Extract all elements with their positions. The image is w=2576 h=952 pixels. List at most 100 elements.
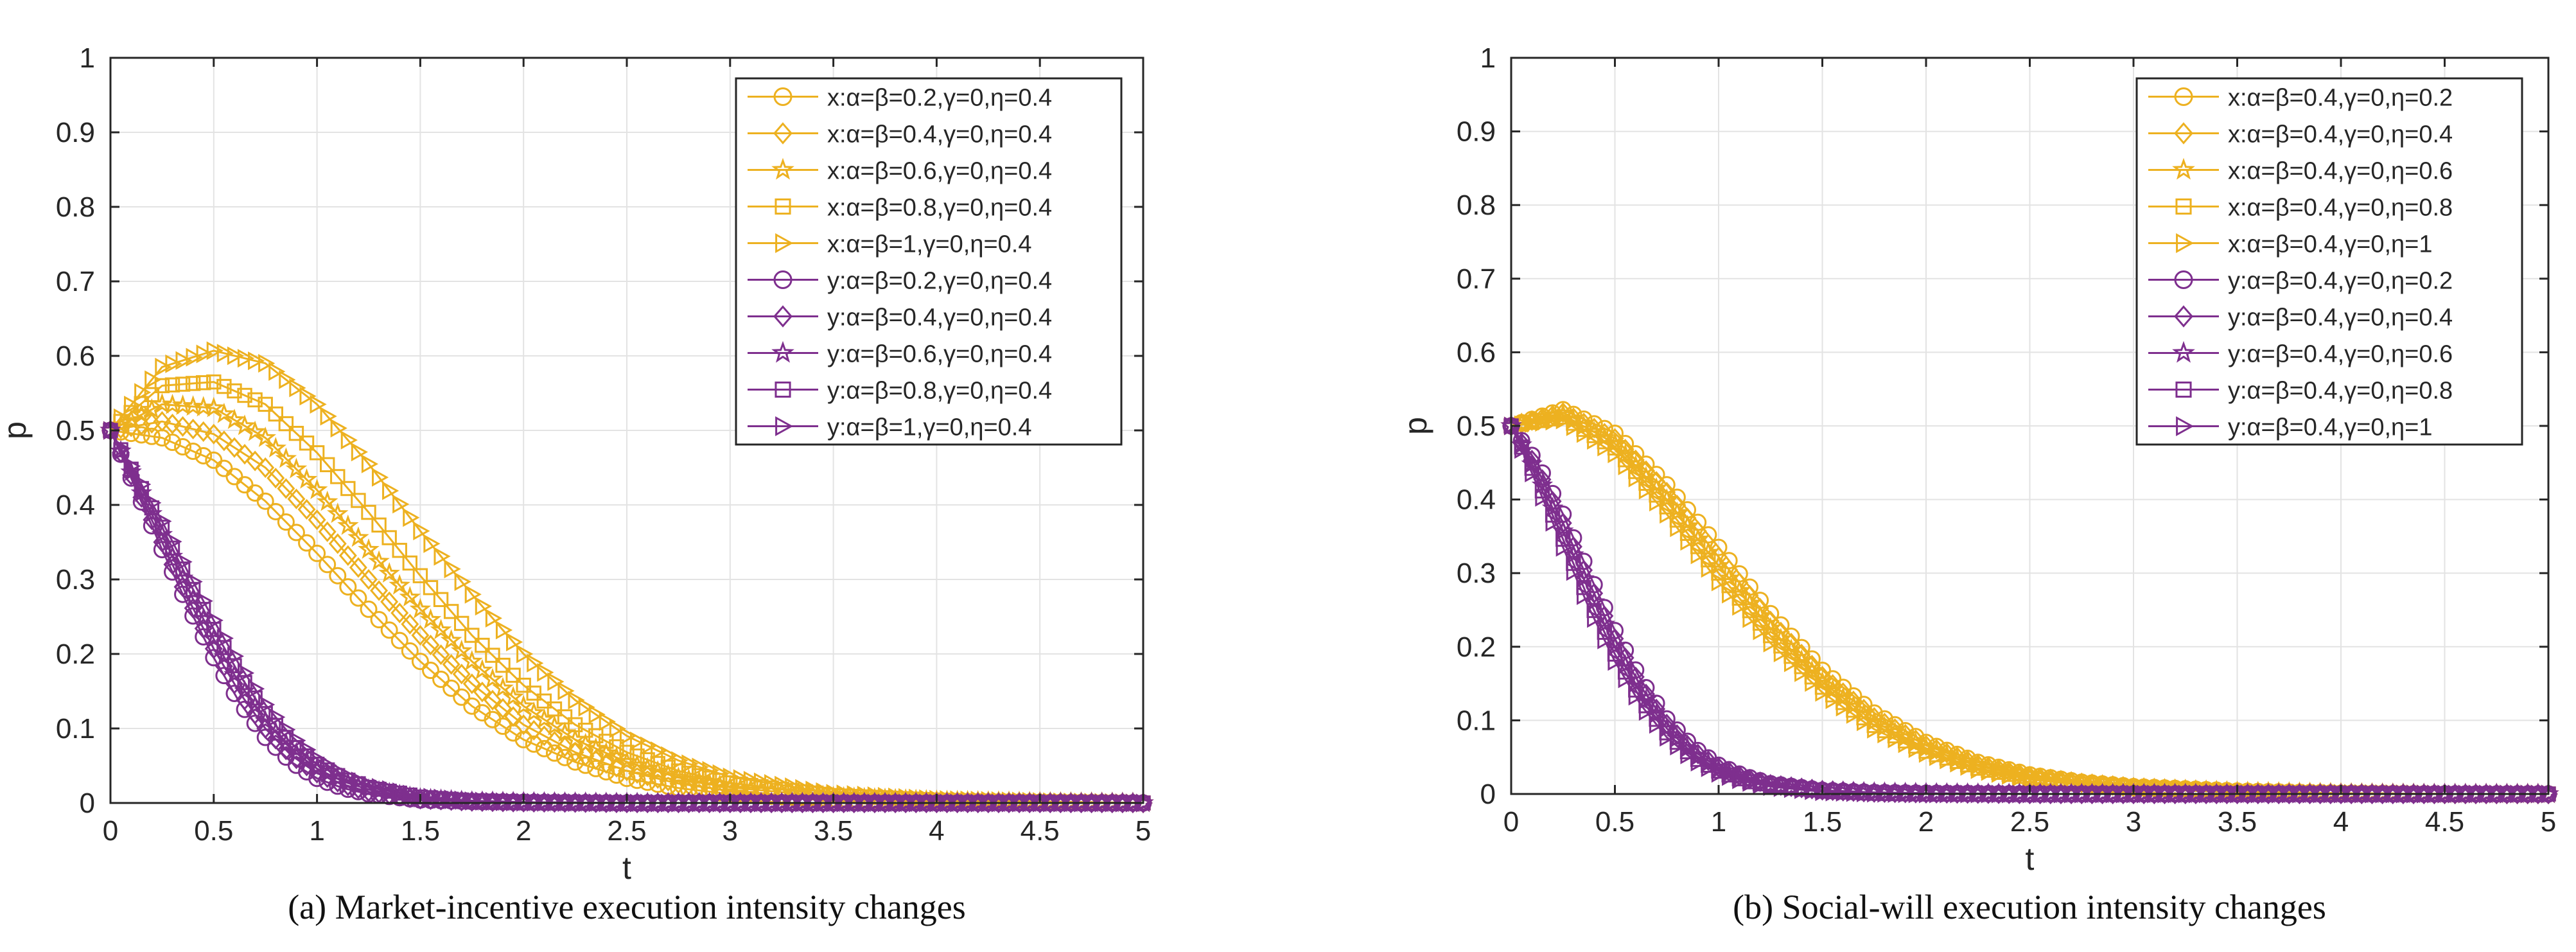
data-point (1638, 701, 1656, 721)
data-point (473, 682, 491, 703)
data-point (1680, 745, 1697, 764)
data-point (328, 533, 347, 554)
data-point (629, 731, 647, 750)
data-point (434, 788, 451, 807)
legend-label: y:α=β=0.8,γ=0,η=0.4 (827, 378, 1052, 405)
data-point (1708, 554, 1730, 576)
data-point (1836, 698, 1853, 717)
data-point (1608, 444, 1625, 464)
data-point (483, 689, 502, 711)
x-tick-label: 1 (309, 815, 324, 847)
data-point (619, 745, 635, 760)
data-point (299, 387, 317, 406)
data-point (204, 423, 223, 445)
data-point (113, 439, 131, 458)
data-point (1525, 463, 1542, 482)
data-point (337, 514, 359, 535)
data-point (423, 534, 441, 553)
y-axis-label: p (0, 421, 33, 439)
legend-label: y:α=β=0.4,γ=0,η=0.2 (2228, 268, 2453, 295)
data-point (1763, 777, 1780, 797)
legend-item: x:α=β=1,γ=0,η=0.4 (748, 231, 1032, 258)
legend-swatch-marker (773, 305, 793, 328)
data-point (1929, 747, 1947, 766)
data-point (2002, 766, 2019, 785)
data-point (268, 362, 286, 381)
data-point (1701, 559, 1718, 578)
data-point (1587, 609, 1604, 628)
data-point (360, 600, 378, 618)
data-point (244, 420, 266, 441)
data-point (733, 769, 750, 788)
data-point (1739, 592, 1761, 613)
data-point (423, 788, 441, 807)
legend-label: y:α=β=0.6,γ=0,η=0.4 (827, 341, 1052, 368)
data-point (1825, 782, 1843, 802)
x-tick-label: 3.5 (814, 815, 853, 847)
data-point (113, 408, 131, 427)
data-point (308, 509, 326, 531)
x-tick-label: 4.5 (1021, 815, 1060, 847)
data-point (568, 691, 585, 710)
data-point (547, 701, 563, 717)
data-point (443, 604, 459, 619)
legend-label: x:α=β=0.8,γ=0,η=0.4 (827, 195, 1052, 222)
legend-item: y:α=β=0.2,γ=0,η=0.4 (748, 268, 1052, 295)
data-point (1666, 501, 1688, 522)
data-point (165, 532, 182, 551)
data-point (361, 454, 379, 473)
legend-item: y:α=β=0.4,γ=0,η=0.2 (2148, 268, 2453, 295)
data-point (351, 771, 369, 791)
data-point (289, 378, 306, 398)
data-point (1783, 779, 1801, 798)
data-point (492, 676, 514, 698)
data-point (412, 568, 428, 583)
data-point (650, 755, 665, 771)
legend-box (735, 77, 1123, 446)
data-point (1676, 515, 1699, 536)
data-point (638, 773, 656, 791)
data-point (399, 586, 421, 607)
data-point (154, 378, 170, 394)
data-point (1857, 712, 1874, 732)
data-point (423, 580, 439, 595)
data-point (411, 624, 430, 646)
data-point (216, 344, 234, 363)
data-point (460, 650, 483, 671)
data-point (1846, 705, 1864, 724)
data-point (174, 438, 192, 456)
data-point (671, 751, 688, 770)
data-point (278, 416, 294, 432)
data-point (516, 678, 531, 693)
data-point (124, 457, 141, 476)
data-point (485, 608, 503, 628)
data-point (289, 731, 306, 750)
legend-swatch-marker (2174, 270, 2193, 289)
y-tick-label: 0.1 (56, 713, 95, 745)
data-point (248, 351, 265, 371)
data-point (223, 409, 245, 429)
data-point (368, 550, 390, 571)
data-point (1608, 652, 1625, 671)
data-point (329, 567, 347, 585)
data-point (153, 410, 171, 432)
data-point (1742, 609, 1760, 628)
data-point (588, 705, 606, 724)
data-point (389, 574, 411, 595)
data-point (319, 457, 335, 473)
data-point (577, 723, 593, 738)
data-point (361, 775, 379, 795)
legend-label: y:α=β=0.4,γ=0,η=0.4 (2228, 304, 2453, 331)
legend-swatch-marker (2175, 381, 2192, 398)
data-point (485, 791, 503, 811)
data-point (1770, 628, 1792, 649)
legend-item: x:α=β=0.6,γ=0,η=0.4 (748, 158, 1052, 185)
data-point (403, 784, 420, 804)
data-point (288, 425, 304, 441)
data-point (1991, 764, 2009, 783)
data-point (723, 767, 740, 786)
data-point (681, 754, 699, 773)
panel-a: 0 0.5 1 1.5 2 2.5 3 3.5 4 4.5 5 0 0.1 0.2 0.3 0.4 0.5 0.6… (0, 42, 1154, 926)
legend-label: x:α=β=0.4,γ=0,η=0.6 (2228, 158, 2453, 185)
legend: x:α=β=0.2,γ=0,η=0.4 x:α=β=0.4,γ=0,η=0.4 x:… (735, 77, 1123, 446)
